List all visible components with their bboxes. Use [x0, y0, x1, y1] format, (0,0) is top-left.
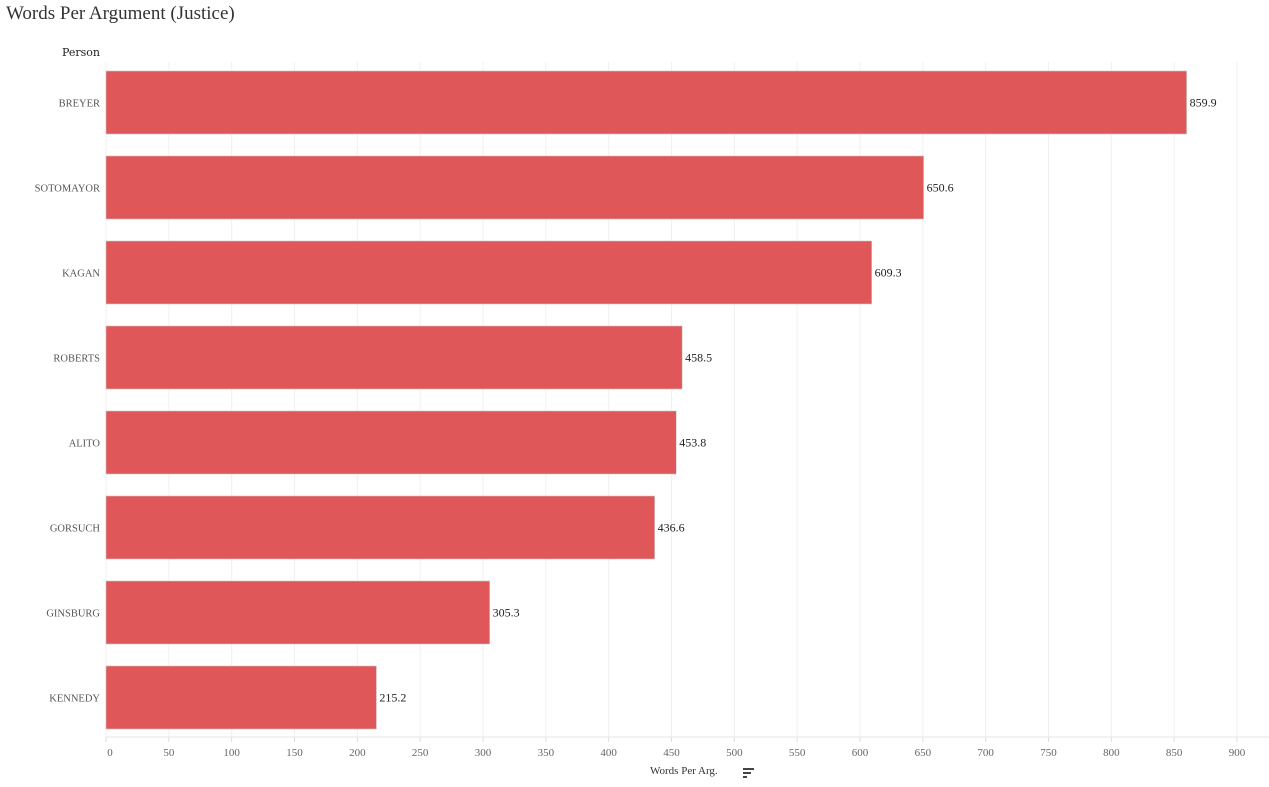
category-label: SOTOMAYOR — [35, 184, 100, 195]
x-axis-label: Words Per Arg. — [650, 765, 718, 777]
category-label: BREYER — [59, 99, 100, 110]
bar-gorsuch — [105, 495, 655, 560]
chart-title: Words Per Argument (Justice) — [6, 3, 235, 24]
data-label: 305.3 — [493, 606, 520, 620]
x-tick-label: 700 — [977, 747, 994, 759]
category-label: GINSBURG — [46, 609, 100, 620]
data-label: 453.8 — [679, 436, 706, 450]
bar-kennedy — [105, 665, 377, 730]
bar-alito — [105, 410, 677, 475]
data-label: 609.3 — [875, 266, 902, 280]
x-tick-label: 150 — [286, 747, 303, 759]
category-label: ROBERTS — [53, 354, 100, 365]
x-tick-label: 750 — [1040, 747, 1057, 759]
data-label: 436.6 — [658, 521, 685, 535]
bar-ginsburg — [105, 580, 490, 645]
bar-roberts — [105, 325, 683, 390]
x-tick-label: 250 — [412, 747, 429, 759]
x-tick-label: 900 — [1229, 747, 1246, 759]
x-tick-label: 350 — [538, 747, 555, 759]
bar-sotomayor — [105, 155, 924, 220]
x-tick-label: 650 — [915, 747, 932, 759]
category-label: KAGAN — [62, 269, 100, 280]
x-tick-label: 50 — [163, 747, 175, 759]
bar-kagan — [105, 240, 872, 305]
x-tick-label: 400 — [600, 747, 617, 759]
category-label: ALITO — [69, 439, 101, 450]
x-tick-label: 600 — [852, 747, 869, 759]
data-label: 650.6 — [927, 181, 954, 195]
x-tick-label: 800 — [1103, 747, 1120, 759]
sort-descending-icon[interactable] — [743, 768, 754, 778]
x-tick-label: 100 — [223, 747, 240, 759]
data-label: 458.5 — [685, 351, 712, 365]
x-tick-label: 200 — [349, 747, 366, 759]
category-label: KENNEDY — [49, 694, 100, 705]
data-label: 859.9 — [1190, 96, 1217, 110]
x-tick-label: 850 — [1166, 747, 1183, 759]
x-tick-label: 550 — [789, 747, 806, 759]
bar-breyer — [105, 70, 1187, 135]
y-axis-header: Person — [61, 46, 100, 59]
x-tick-label: 0 — [107, 747, 113, 759]
x-tick-label: 500 — [726, 747, 743, 759]
category-label: GORSUCH — [50, 524, 101, 535]
data-label: 215.2 — [379, 691, 406, 705]
x-tick-label: 450 — [663, 747, 680, 759]
x-tick-label: 300 — [475, 747, 492, 759]
